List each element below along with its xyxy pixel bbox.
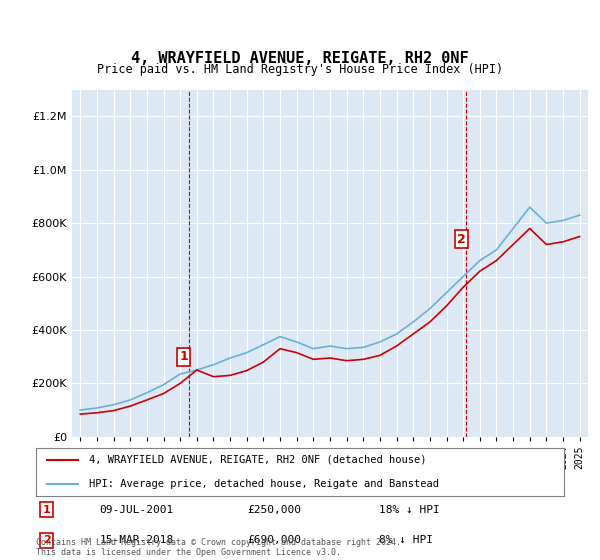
Text: 15-MAR-2018: 15-MAR-2018 xyxy=(100,535,173,545)
Text: 18% ↓ HPI: 18% ↓ HPI xyxy=(379,505,440,515)
Text: 2: 2 xyxy=(457,232,466,246)
Text: 09-JUL-2001: 09-JUL-2001 xyxy=(100,505,173,515)
Text: 2: 2 xyxy=(43,535,50,545)
Text: HPI: Average price, detached house, Reigate and Banstead: HPI: Average price, detached house, Reig… xyxy=(89,479,439,489)
Text: 4, WRAYFIELD AVENUE, REIGATE, RH2 0NF: 4, WRAYFIELD AVENUE, REIGATE, RH2 0NF xyxy=(131,52,469,66)
Text: 4, WRAYFIELD AVENUE, REIGATE, RH2 0NF (detached house): 4, WRAYFIELD AVENUE, REIGATE, RH2 0NF (d… xyxy=(89,455,426,465)
Text: Contains HM Land Registry data © Crown copyright and database right 2024.
This d: Contains HM Land Registry data © Crown c… xyxy=(36,538,401,557)
Text: £690,000: £690,000 xyxy=(247,535,301,545)
Text: Price paid vs. HM Land Registry's House Price Index (HPI): Price paid vs. HM Land Registry's House … xyxy=(97,63,503,77)
Text: £250,000: £250,000 xyxy=(247,505,301,515)
Text: 1: 1 xyxy=(179,350,188,363)
Text: 8% ↓ HPI: 8% ↓ HPI xyxy=(379,535,433,545)
Text: 1: 1 xyxy=(43,505,50,515)
